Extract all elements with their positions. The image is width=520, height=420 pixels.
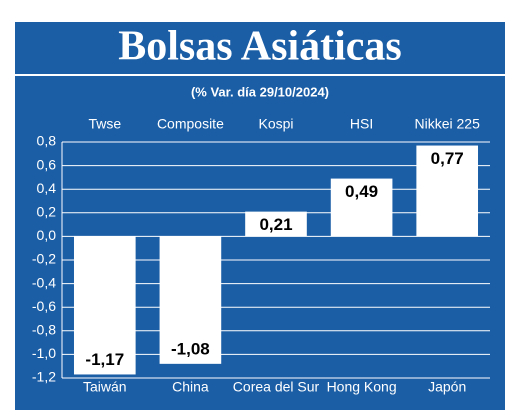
y-tick-label: -1,0 [32, 345, 56, 361]
bar [330, 178, 393, 237]
index-name: HSI [350, 116, 373, 132]
y-tick-label: 0,0 [37, 227, 57, 243]
index-name: Kospi [258, 116, 293, 132]
x-tick-label: Hong Kong [327, 379, 397, 395]
y-tick-label: 0,6 [37, 156, 57, 172]
bar [159, 236, 222, 364]
y-tick-label: 0,8 [37, 133, 57, 149]
y-tick-label: -0,4 [32, 274, 56, 290]
bar [245, 211, 307, 237]
x-tick-label: Taiwán [83, 379, 127, 395]
chart-title: Bolsas Asiáticas [118, 24, 402, 70]
value-label: -1,17 [85, 350, 124, 369]
y-tick-label: -0,2 [32, 251, 56, 267]
bar [416, 145, 479, 237]
chart-subtitle: (% Var. día 29/10/2024) [191, 84, 329, 99]
value-label: 0,77 [431, 149, 464, 168]
y-tick-label: 0,4 [37, 180, 57, 196]
x-tick-label: China [172, 379, 209, 395]
value-label: -1,08 [171, 339, 210, 358]
index-name: Nikkei 225 [415, 116, 481, 132]
value-label: 0,21 [259, 215, 292, 234]
bar [73, 236, 136, 375]
index-name: Twse [88, 116, 121, 132]
value-label: 0,49 [345, 182, 378, 201]
y-tick-label: -0,6 [32, 298, 56, 314]
y-tick-label: 0,2 [37, 204, 57, 220]
y-tick-label: -0,8 [32, 322, 56, 338]
y-tick-label: -1,2 [32, 369, 56, 385]
x-tick-label: Corea del Sur [233, 379, 320, 395]
x-tick-label: Japón [428, 379, 466, 395]
index-name: Composite [157, 116, 224, 132]
